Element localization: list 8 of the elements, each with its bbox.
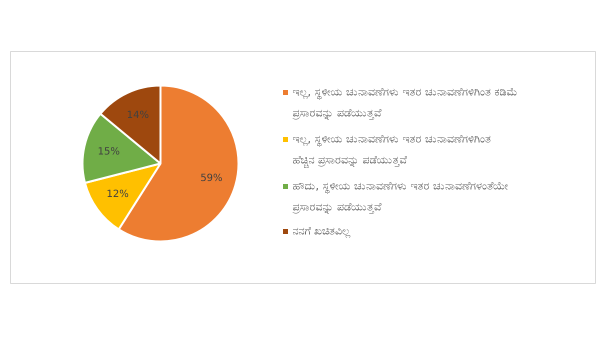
data-label: 15%: [98, 146, 120, 158]
data-label: 59%: [200, 172, 223, 184]
legend-label: ಹೌದು, ಸ್ಥಳೀಯ ಚುನಾವಣೆಗಳು ಇತರ ಚುನಾವಣೆಗಳಂತೆಯೇ ಪ್ರಸಾರವನ್ನು ಪಡೆಯುತ್ತವೆ: [292, 180, 509, 214]
data-label: 12%: [106, 189, 129, 200]
legend-label: ನನಗೆ ಖಚಿತವಿಲ್ಲ: [292, 224, 351, 238]
legend-label: ಇಲ್ಲ, ಸ್ಥಳೀಯ ಚುನಾವಣೆಗಳು ಇತರ ಚುನಾವಣೆಗಳಿಗಿಂತ ಹೆಚ್ಚಿನ ಪ್ರಸಾರವನ್ನು ಪಡೆಯುತ್ತವೆ: [292, 132, 491, 168]
data-label: 14%: [126, 110, 150, 122]
legend-label: ಇಲ್ಲ, ಸ್ಥಳೀಯ ಚುನಾವಣೆಗಳು ಇತರ ಚುನಾವಣೆಗಳಿಗಿಂತ ಕಡಿಮೆ ಪ್ರಸಾರವನ್ನು ಪಡೆಯುತ್ತವೆ: [292, 86, 516, 120]
